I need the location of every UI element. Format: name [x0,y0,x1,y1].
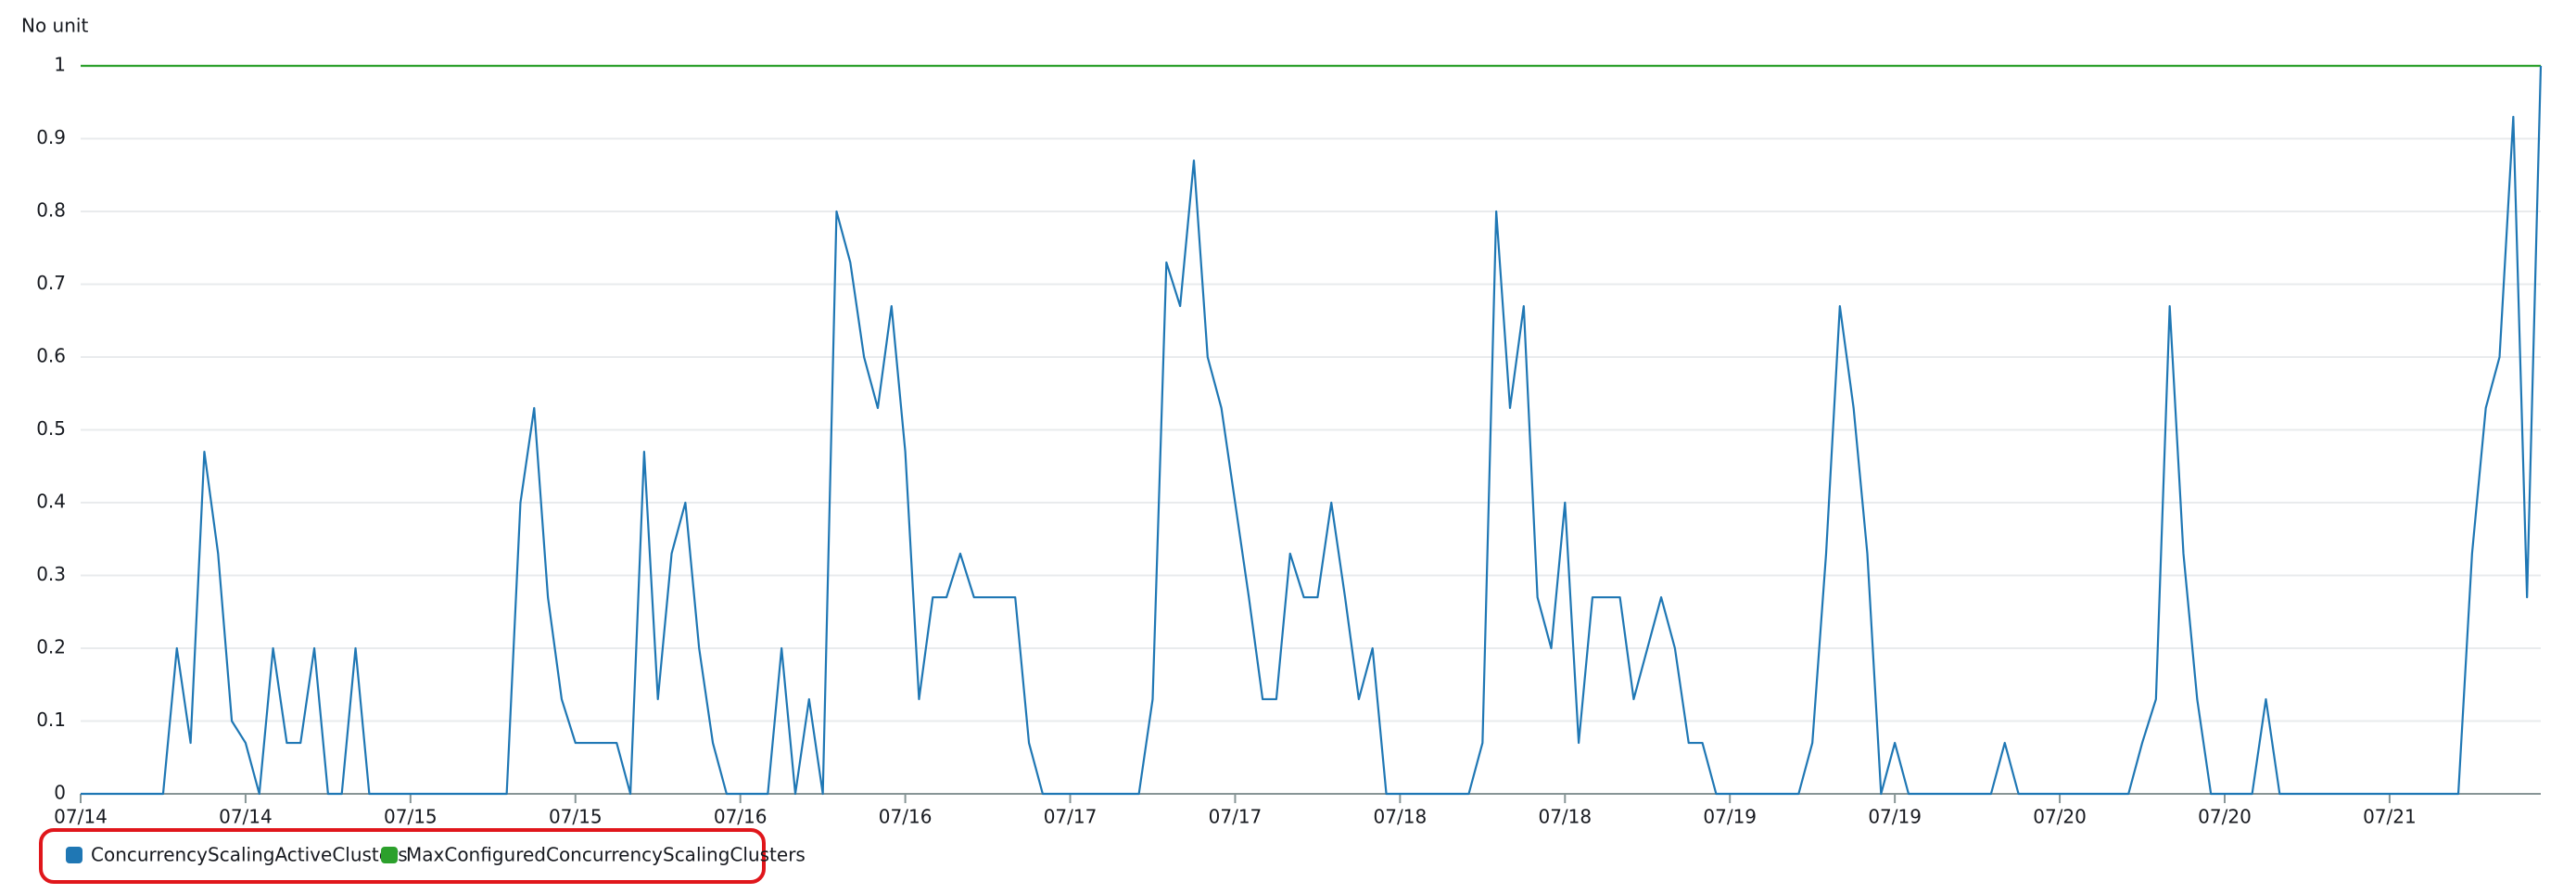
series-line [81,65,2543,796]
x-tick-label: 07/18 [1538,806,1592,828]
x-tick-label: 07/14 [219,806,273,828]
x-tick-label: 07/14 [54,806,108,828]
y-tick-label: 0.4 [36,491,66,513]
y-tick-label: 0 [54,782,66,804]
x-tick-label: 07/16 [714,806,768,828]
x-tick-label: 07/17 [1209,806,1263,828]
y-tick-label: 0.9 [36,126,66,148]
y-tick-label: 0.1 [36,709,66,731]
y-tick-label: 0.7 [36,272,66,294]
y-tick-label: 0.6 [36,345,66,367]
y-tick-label: 0.2 [36,636,66,658]
legend-swatch[interactable] [66,847,82,863]
y-axis-unit: No unit [21,15,88,37]
y-tick-label: 0.5 [36,417,66,440]
legend-highlight [39,828,766,884]
y-tick-label: 1 [54,54,66,76]
x-tick-label: 07/20 [2033,806,2087,828]
x-tick-label: 07/16 [879,806,933,828]
legend-swatch[interactable] [381,847,398,863]
legend-label[interactable]: ConcurrencyScalingActiveClusters [91,844,408,866]
x-tick-label: 07/21 [2363,806,2417,828]
x-tick-label: 07/19 [1703,806,1757,828]
y-tick-label: 0.8 [36,199,66,222]
legend-label[interactable]: MaxConfiguredConcurrencyScalingClusters [406,844,806,866]
x-tick-label: 07/19 [1868,806,1922,828]
x-tick-label: 07/18 [1374,806,1428,828]
x-tick-label: 07/15 [384,806,438,828]
y-tick-label: 0.3 [36,563,66,585]
x-tick-label: 07/17 [1044,806,1098,828]
x-tick-label: 07/20 [2198,806,2252,828]
x-tick-label: 07/15 [549,806,603,828]
